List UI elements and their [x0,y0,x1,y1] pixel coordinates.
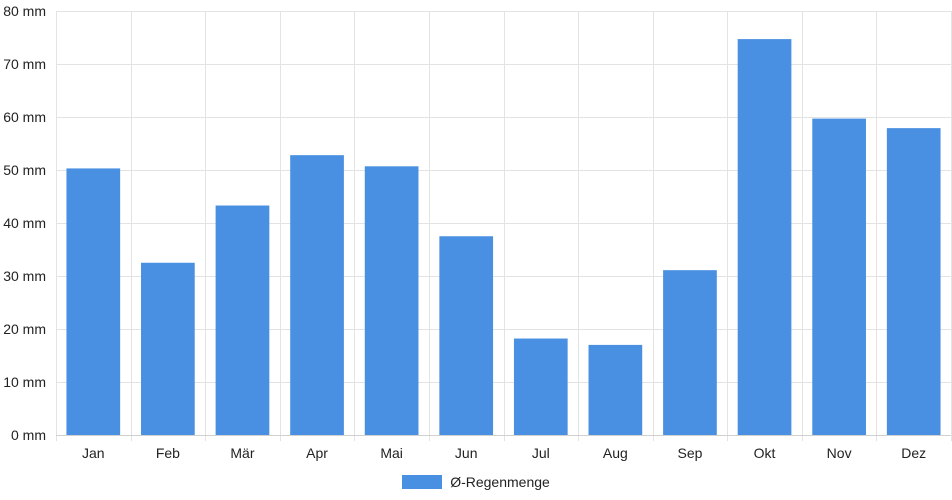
bars [66,39,941,436]
x-tick-label: Jan [82,445,105,461]
y-tick-label: 40 mm [3,215,46,231]
x-tick-label: Apr [306,445,328,461]
x-tick-label: Jun [455,445,478,461]
x-tick-label: Aug [603,445,628,461]
bar-sep[interactable] [663,270,717,435]
bar-mär[interactable] [215,205,270,435]
y-tick-label: 20 mm [3,321,46,337]
y-tick-label: 60 mm [3,109,46,125]
bar-jan[interactable] [66,168,121,435]
x-tick-label: Okt [754,445,776,461]
y-tick-label: 80 mm [3,3,46,19]
legend-swatch [402,475,443,489]
x-tick-label: Sep [677,445,702,461]
bar-okt[interactable] [737,39,792,436]
y-axis: 0 mm 10 mm 20 mm 30 mm 40 mm 50 mm 60 mm 70 mm 8… [3,3,46,443]
bar-dez[interactable] [886,128,941,435]
bar-jul[interactable] [513,338,568,435]
x-tick-label: Feb [156,445,180,461]
y-tick-label: 10 mm [3,374,46,390]
legend-label: Ø-Regenmenge [450,474,550,490]
bar-jun[interactable] [439,236,494,435]
bar-mai[interactable] [364,166,419,436]
y-tick-label: 0 mm [11,427,46,443]
x-tick-label: Nov [827,445,852,461]
x-tick-label: Mai [380,445,403,461]
bar-feb[interactable] [141,262,195,435]
x-tick-label: Jul [532,445,550,461]
x-tick-label: Dez [901,445,926,461]
legend[interactable]: Ø-Regenmenge [0,470,952,494]
bar-aug[interactable] [588,344,643,435]
bar-apr[interactable] [290,155,344,435]
y-tick-label: 30 mm [3,268,46,284]
x-axis: Jan Feb Mär Apr Mai Jun Jul Aug Sep Okt Nov Dez [82,445,926,461]
y-tick-label: 70 mm [3,56,46,72]
x-tick-label: Mär [230,445,254,461]
y-tick-label: 50 mm [3,162,46,178]
bar-nov[interactable] [812,118,866,435]
rainfall-bar-chart: 0 mm 10 mm 20 mm 30 mm 40 mm 50 mm 60 mm 70 mm 8… [3,3,952,461]
